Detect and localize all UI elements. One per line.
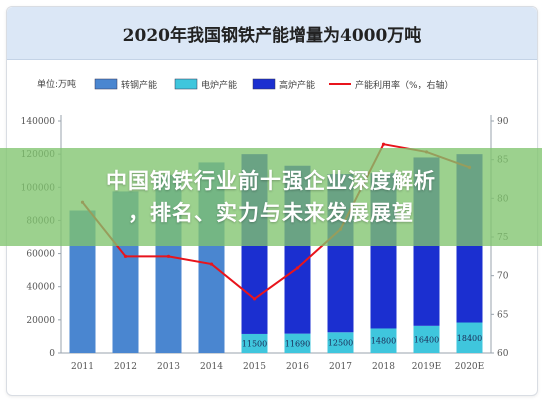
bar-eaf xyxy=(413,325,440,353)
legend-swatch xyxy=(174,78,198,90)
headline-line-2: ，排名、实力与未来发展展望 xyxy=(128,201,414,225)
x-tick-label: 2013 xyxy=(157,362,180,372)
bar-data-label: 14800 xyxy=(371,337,396,346)
x-tick-label: 2015 xyxy=(243,362,266,372)
utilization-point xyxy=(166,254,171,258)
bar-eaf xyxy=(327,332,354,353)
legend-label: 电炉产能 xyxy=(201,79,237,91)
bar-eaf xyxy=(241,333,268,353)
utilization-point xyxy=(295,266,300,270)
bar-eaf xyxy=(284,333,311,353)
utilization-point xyxy=(252,297,257,301)
y2-tick-label: 60 xyxy=(497,349,509,359)
headline-banner: 中国钢铁行业前十强企业深度解析 ，排名、实力与未来发展展望 xyxy=(0,148,542,246)
headline-line-1: 中国钢铁行业前十强企业深度解析 xyxy=(106,169,436,193)
y-tick-label: 0 xyxy=(49,349,55,359)
bar-data-label: 11690 xyxy=(285,339,310,348)
legend-label: 产能利用率（%，右轴） xyxy=(355,79,454,91)
legend-label: 转钢产能 xyxy=(121,79,157,91)
bar-data-label: 12500 xyxy=(328,339,353,348)
x-tick-label: 2018 xyxy=(372,362,395,372)
x-tick-label: 2012 xyxy=(114,362,137,372)
x-tick-label: 2019E xyxy=(412,362,441,372)
bar-data-label: 11500 xyxy=(242,339,267,348)
legend-swatch xyxy=(252,78,276,90)
chart-title-bar: 2020年我国钢铁产能增量为4000万吨 xyxy=(7,7,537,60)
x-tick-label: 2016 xyxy=(286,362,309,372)
bar-eaf xyxy=(370,328,397,353)
legend-swatch xyxy=(94,78,118,90)
y-tick-label: 60000 xyxy=(26,250,55,260)
bar-data-label: 16400 xyxy=(414,335,439,344)
y-tick-label: 40000 xyxy=(26,283,55,293)
x-tick-label: 2014 xyxy=(200,362,223,372)
chart-title: 2020年我国钢铁产能增量为4000万吨 xyxy=(122,25,422,46)
bar-data-label: 18400 xyxy=(457,334,482,343)
x-tick-label: 2011 xyxy=(71,362,94,372)
y-tick-label: 20000 xyxy=(26,316,55,326)
y2-tick-label: 90 xyxy=(497,117,509,127)
x-tick-label: 2020E xyxy=(455,362,484,372)
y2-tick-label: 65 xyxy=(497,310,509,320)
bar-eaf xyxy=(456,322,483,353)
legend-label: 高炉产能 xyxy=(279,79,315,91)
y-tick-label: 140000 xyxy=(21,117,56,127)
utilization-point xyxy=(123,254,128,258)
utilization-point xyxy=(381,142,386,146)
utilization-point xyxy=(209,262,214,266)
x-tick-label: 2017 xyxy=(329,362,352,372)
unit-label: 单位:万吨 xyxy=(37,78,76,90)
y2-tick-label: 70 xyxy=(497,272,509,282)
